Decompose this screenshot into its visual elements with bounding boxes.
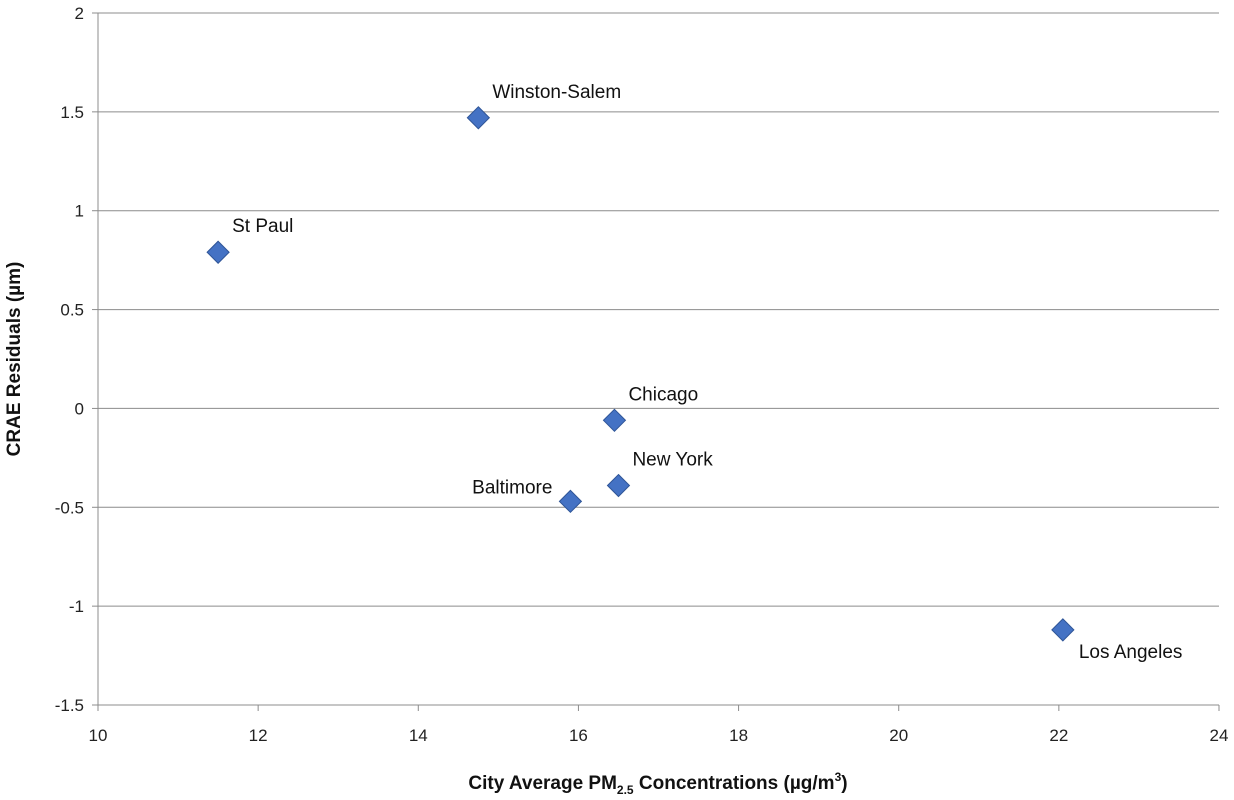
- x-axis-title-subscript: 2.5: [617, 783, 634, 797]
- y-tick-label: 0: [75, 399, 84, 418]
- x-tick-labels: 10 12 14 16 18 20 22 24: [89, 726, 1229, 745]
- data-point: [606, 473, 631, 498]
- data-label: St Paul: [232, 216, 293, 237]
- x-tick-label: 14: [409, 726, 428, 745]
- x-tick-label: 16: [569, 726, 588, 745]
- data-labels: Winston-Salem St Paul Chicago New York Balti…: [232, 82, 1182, 663]
- x-tick-label: 12: [249, 726, 268, 745]
- x-axis-title-prefix: City Average PM: [468, 773, 617, 794]
- y-tick-label: 2: [75, 4, 84, 23]
- y-tick-label: -1.5: [55, 696, 84, 715]
- y-tick-label: -1: [69, 597, 84, 616]
- y-tick-label: 1: [75, 202, 84, 221]
- y-tick-labels: -1.5 -1 -0.5 0 0.5 1 1.5 2: [55, 4, 84, 715]
- data-points: [206, 106, 1075, 642]
- x-axis-title-superscript: 3: [835, 770, 842, 784]
- data-point: [206, 240, 230, 264]
- data-point: [466, 106, 491, 130]
- gridlines: [98, 12, 1219, 706]
- data-label: Los Angeles: [1079, 642, 1183, 663]
- data-label: New York: [632, 450, 713, 471]
- x-tick-label: 18: [729, 726, 748, 745]
- data-label: Baltimore: [472, 477, 552, 498]
- y-tick-label: 0.5: [60, 301, 84, 320]
- x-tick-label: 10: [89, 726, 108, 745]
- y-axis-title: CRAE Residuals (µm): [4, 262, 25, 457]
- x-axis-title-middle: Concentrations (µg/m: [634, 773, 835, 794]
- data-point: [602, 408, 627, 432]
- x-tick-label: 24: [1210, 726, 1229, 745]
- data-point: [1051, 618, 1075, 642]
- y-tick-label: -0.5: [55, 498, 84, 517]
- y-tick-label: 1.5: [60, 103, 84, 122]
- data-label: Chicago: [628, 384, 698, 405]
- data-point: [558, 489, 583, 514]
- axes: [92, 12, 1220, 711]
- x-tick-label: 22: [1049, 726, 1068, 745]
- data-label: Winston-Salem: [492, 82, 621, 103]
- x-axis-title: City Average PM2.5 Concentrations (µg/m3…: [468, 770, 847, 797]
- x-tick-label: 20: [889, 726, 908, 745]
- x-axis-title-suffix: ): [841, 773, 847, 794]
